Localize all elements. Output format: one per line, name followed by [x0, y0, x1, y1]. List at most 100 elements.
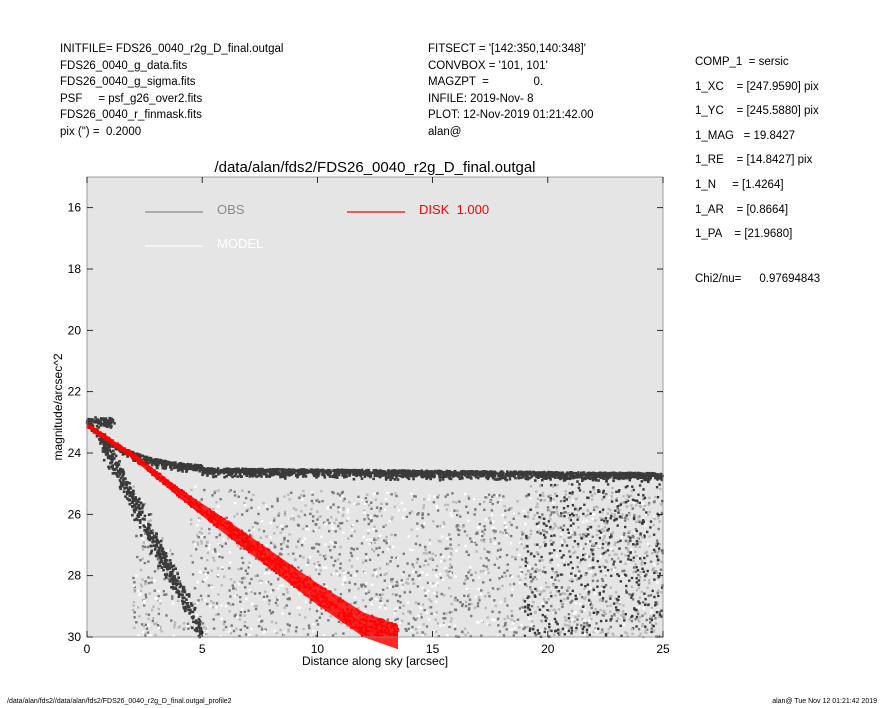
obs-point	[655, 477, 659, 480]
obs-point	[602, 529, 605, 532]
obs-point	[368, 504, 371, 507]
obs-point	[606, 631, 610, 634]
obs-point	[185, 602, 188, 605]
obs-point	[352, 477, 356, 481]
obs-point	[201, 473, 204, 477]
obs-point	[568, 550, 571, 553]
obs-point	[139, 589, 143, 593]
obs-point	[246, 572, 249, 575]
obs-point	[503, 571, 506, 574]
obs-point	[170, 586, 173, 589]
obs-point	[535, 577, 539, 581]
obs-point	[376, 575, 379, 578]
obs-point	[550, 604, 553, 608]
obs-point	[298, 471, 302, 475]
obs-point	[597, 489, 600, 492]
obs-point	[449, 551, 453, 555]
obs-point	[211, 469, 214, 472]
obs-point	[504, 477, 507, 481]
obs-point	[124, 495, 127, 498]
obs-point	[159, 564, 162, 567]
obs-point	[144, 580, 147, 583]
obs-point	[364, 610, 367, 613]
obs-point	[160, 558, 163, 562]
obs-point	[110, 465, 113, 469]
obs-point	[124, 452, 127, 456]
obs-point	[147, 623, 150, 627]
obs-point	[636, 618, 640, 621]
obs-point	[247, 490, 251, 494]
obs-point	[547, 474, 550, 478]
obs-point	[206, 474, 209, 477]
obs-point	[210, 569, 213, 572]
obs-point	[625, 476, 628, 480]
obs-point	[383, 579, 386, 582]
fitsect-line: FITSECT = '[142:350,140:348]'	[428, 43, 586, 55]
obs-point	[169, 562, 172, 566]
obs-point	[573, 612, 576, 616]
obs-point	[451, 492, 454, 495]
obs-point	[638, 472, 642, 476]
obs-point	[626, 493, 629, 497]
obs-point	[396, 557, 400, 560]
obs-point	[528, 494, 531, 498]
obs-point	[271, 505, 274, 508]
obs-point	[146, 634, 150, 637]
obs-point	[312, 623, 315, 626]
obs-point	[378, 475, 382, 479]
obs-point	[266, 580, 270, 584]
obs-point	[617, 557, 620, 560]
obs-point	[289, 470, 292, 474]
obs-point	[386, 586, 389, 590]
obs-point	[210, 600, 213, 603]
obs-point	[430, 612, 433, 615]
obs-point	[578, 474, 581, 477]
obs-point	[157, 564, 160, 568]
obs-point	[621, 569, 624, 573]
obs-point	[111, 456, 115, 459]
obs-point	[185, 598, 188, 601]
obs-point	[124, 477, 127, 480]
obs-point	[144, 634, 147, 637]
obs-point	[198, 500, 202, 503]
obs-point	[409, 629, 413, 632]
obs-point	[216, 470, 220, 474]
obs-point	[181, 470, 184, 473]
obs-point	[568, 513, 572, 517]
obs-point	[504, 574, 507, 578]
obs-point	[639, 540, 642, 544]
obs-point	[322, 468, 325, 472]
obs-point	[540, 472, 543, 476]
obs-point	[234, 467, 238, 471]
obs-point	[377, 553, 380, 557]
obs-point	[277, 514, 280, 517]
obs-point	[374, 568, 378, 571]
obs-point	[496, 549, 500, 552]
obs-point	[315, 523, 318, 526]
obs-point	[413, 495, 416, 498]
obs-point	[316, 623, 320, 626]
obs-point	[645, 573, 648, 576]
obs-point	[634, 618, 637, 621]
obs-point	[427, 471, 431, 475]
obs-point	[336, 558, 340, 561]
obs-point	[160, 566, 164, 569]
obs-point	[181, 602, 185, 606]
obs-point	[195, 629, 199, 633]
obs-point	[371, 574, 374, 577]
obs-point	[415, 473, 418, 477]
obs-point	[135, 503, 138, 506]
obs-point	[231, 470, 235, 473]
obs-point	[365, 500, 368, 504]
obs-point	[574, 630, 577, 633]
obs-point	[364, 497, 368, 500]
obs-point	[457, 472, 460, 475]
obs-point	[139, 534, 143, 537]
obs-point	[143, 601, 146, 605]
obs-point	[381, 472, 384, 475]
obs-point	[270, 612, 273, 615]
obs-point	[288, 597, 291, 600]
obs-point	[399, 601, 402, 604]
obs-point	[591, 517, 595, 520]
obs-point	[517, 575, 520, 578]
